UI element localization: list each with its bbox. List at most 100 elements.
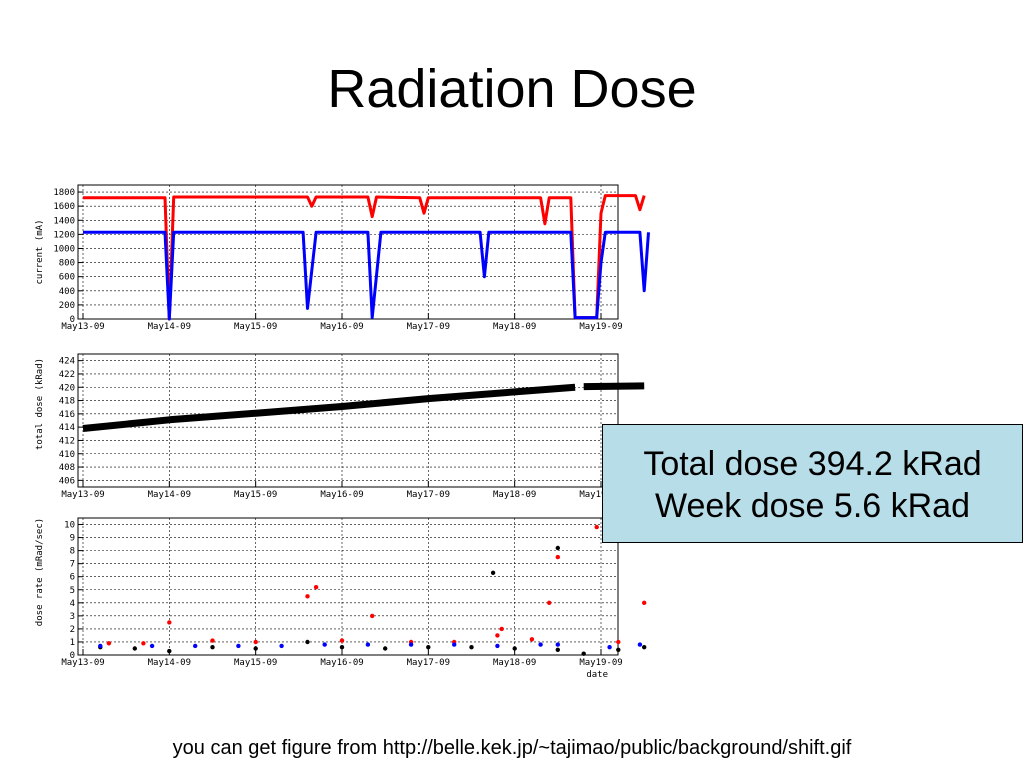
data-point xyxy=(495,643,500,649)
data-point xyxy=(279,643,284,649)
y-tick-label: 0 xyxy=(70,315,75,325)
y-tick-label: 9 xyxy=(70,534,75,544)
data-point xyxy=(642,600,647,605)
data-point xyxy=(452,642,457,647)
x-tick-label: May19-09 xyxy=(579,490,622,500)
chart-panel-3: 0 1 2 3 4 5 6 7 8 9 10 May13-09 May14-09 May15-09 May1… xyxy=(35,517,647,680)
x-tick-label: May17-09 xyxy=(407,490,450,500)
y-tick-label: 416 xyxy=(59,410,75,420)
data-point xyxy=(141,641,146,646)
x-tick-label: May15-09 xyxy=(234,490,277,500)
x-tick-label: May16-09 xyxy=(320,490,363,500)
series-line xyxy=(82,383,576,432)
total-dose-text: Total dose 394.2 kRad xyxy=(643,445,982,483)
data-point xyxy=(313,585,319,590)
series-line xyxy=(83,194,646,321)
y-axis-label: total dose (kRad) xyxy=(35,358,45,450)
data-point xyxy=(365,642,371,647)
y-tick-label: 1200 xyxy=(53,230,75,240)
data-point xyxy=(383,646,388,651)
data-point xyxy=(538,642,543,647)
data-point xyxy=(210,645,215,650)
y-tick-label: 1000 xyxy=(53,244,75,254)
data-point xyxy=(253,646,258,651)
x-tick-label: May14-09 xyxy=(148,490,191,500)
figure-source-note: you can get figure from http://belle.kek… xyxy=(172,737,852,759)
data-point xyxy=(167,620,172,625)
data-point xyxy=(499,626,504,632)
x-tick-label: May14-09 xyxy=(148,322,191,332)
y-tick-label: 422 xyxy=(59,370,75,380)
x-tick-label: May18-09 xyxy=(493,322,536,332)
data-point xyxy=(132,646,137,651)
y-axis-label: current (mA) xyxy=(35,219,45,284)
y-tick-label: 7 xyxy=(70,560,75,570)
data-point xyxy=(210,638,215,643)
data-point xyxy=(253,639,258,645)
data-point xyxy=(305,639,310,645)
data-point xyxy=(637,642,643,647)
y-tick-label: 1800 xyxy=(53,188,75,198)
y-tick-label: 1600 xyxy=(53,202,75,212)
y-tick-label: 2 xyxy=(70,625,75,635)
x-tick-label: May13-09 xyxy=(61,322,104,332)
x-axis-label: date xyxy=(586,670,608,680)
y-tick-label: 414 xyxy=(59,423,75,433)
data-point xyxy=(193,643,198,649)
x-tick-label: May13-09 xyxy=(61,490,104,500)
data-point xyxy=(495,633,500,638)
x-tick-label: May16-09 xyxy=(320,322,363,332)
data-point xyxy=(490,570,496,575)
y-tick-label: 424 xyxy=(59,357,75,367)
y-tick-label: 4 xyxy=(70,599,75,609)
y-tick-label: 800 xyxy=(59,259,75,269)
data-point xyxy=(555,554,560,560)
y-tick-label: 412 xyxy=(59,436,75,446)
chart-panel-1: 0 200 400 600 800 1000 1200 1400 1600 1800 May13-0… xyxy=(35,184,650,332)
dose-summary-box: Total dose 394.2 kRad Week dose 5.6 kRad xyxy=(602,424,1023,543)
y-tick-label: 420 xyxy=(59,383,75,393)
data-point xyxy=(149,643,155,649)
y-tick-label: 0 xyxy=(70,651,75,661)
y-tick-label: 1 xyxy=(70,638,75,648)
data-point xyxy=(98,643,103,649)
data-point xyxy=(167,648,172,654)
data-point xyxy=(594,524,599,530)
data-point xyxy=(426,645,431,650)
data-point xyxy=(555,647,560,652)
x-tick-label: May19-09 xyxy=(579,322,622,332)
x-tick-label: May13-09 xyxy=(61,658,104,668)
data-point xyxy=(529,637,535,642)
y-tick-label: 410 xyxy=(59,450,75,460)
y-tick-label: 6 xyxy=(70,573,75,583)
series-line xyxy=(583,382,645,391)
slide-title: Radiation Dose xyxy=(327,59,697,119)
data-point xyxy=(581,651,586,656)
plot-frame xyxy=(77,517,619,656)
data-point xyxy=(305,594,310,599)
y-tick-label: 406 xyxy=(59,476,75,486)
data-point xyxy=(339,638,345,643)
data-point xyxy=(512,646,517,651)
data-point xyxy=(469,645,474,650)
x-tick-label: May17-09 xyxy=(407,322,450,332)
x-tick-label: May16-09 xyxy=(320,658,363,668)
x-tick-label: May17-09 xyxy=(407,658,450,668)
chart-panel-2: 406 408 410 412 414 416 418 420 422 424 May13-09 Ma… xyxy=(35,353,645,500)
week-dose-text: Week dose 5.6 kRad xyxy=(655,487,970,525)
x-tick-label: May14-09 xyxy=(148,658,191,668)
y-axis-label: dose rate (mRad/sec) xyxy=(35,518,45,626)
data-point xyxy=(616,639,621,645)
x-tick-label: May15-09 xyxy=(234,658,277,668)
plot-frame xyxy=(77,184,619,320)
data-point xyxy=(616,647,621,652)
data-point xyxy=(322,642,327,647)
data-point xyxy=(106,641,112,646)
y-tick-label: 5 xyxy=(70,586,75,596)
data-point xyxy=(339,645,345,650)
x-tick-label: May18-09 xyxy=(493,658,536,668)
y-tick-label: 1400 xyxy=(53,216,75,226)
data-point xyxy=(236,643,241,649)
x-tick-label: May19-09 xyxy=(579,658,622,668)
